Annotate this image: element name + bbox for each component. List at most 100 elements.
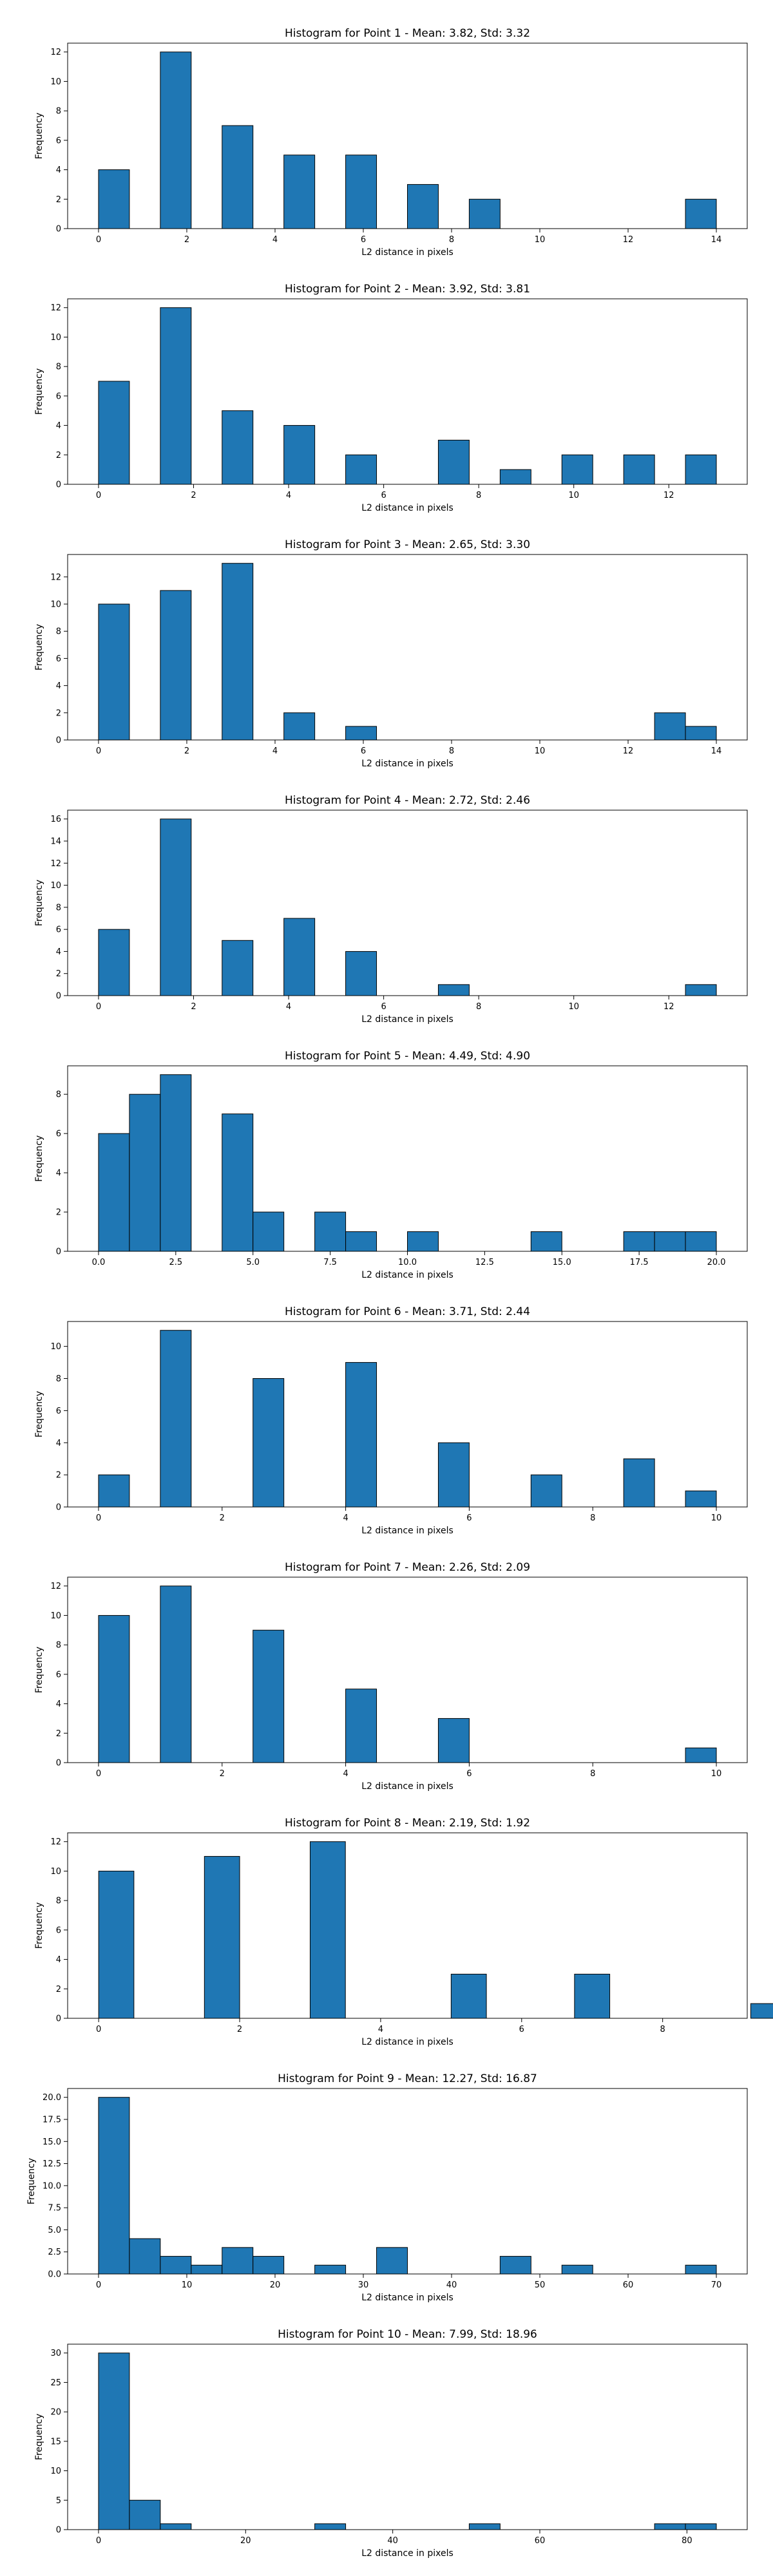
plot-frame (67, 1577, 748, 1763)
histogram-bar (450, 1973, 487, 2019)
x-tick-label: 10 (568, 491, 579, 500)
histogram-bar (345, 454, 377, 485)
x-axis-label: L2 distance in pixels (361, 2293, 453, 2303)
x-axis-label: L2 distance in pixels (361, 759, 453, 769)
histogram-panel-5: Histogram for Point 5 - Mean: 4.49, Std:… (34, 1050, 748, 1280)
histogram-bar (283, 918, 316, 996)
histogram-bar (685, 2264, 717, 2275)
histogram-panel-10: Histogram for Point 10 - Mean: 7.99, Std… (34, 2328, 748, 2559)
chart-title: Histogram for Point 8 - Mean: 2.19, Std:… (285, 1817, 530, 1830)
y-tick-label: 0.0 (48, 2270, 61, 2280)
x-tick-label: 2 (220, 1769, 225, 1779)
histogram-bar (253, 2256, 285, 2275)
histogram-panel-8: Histogram for Point 8 - Mean: 2.19, Std:… (34, 1817, 773, 2047)
plot-frame (67, 2088, 748, 2275)
histogram-bar (160, 1074, 192, 1252)
y-tick-label: 8 (56, 903, 61, 913)
y-tick-label: 12 (50, 1582, 61, 1591)
histogram-bar (160, 307, 192, 485)
y-tick-label: 16 (50, 815, 61, 824)
histogram-bar (437, 439, 470, 485)
chart-title: Histogram for Point 1 - Mean: 3.82, Std:… (285, 27, 530, 40)
x-tick-label: 4 (286, 491, 291, 500)
x-tick-label: 0 (96, 2536, 101, 2546)
x-tick-label: 20 (270, 2280, 281, 2290)
histogram-bar (222, 940, 254, 996)
histogram-bar (530, 1474, 562, 1508)
histogram-bar (561, 2264, 593, 2275)
histogram-bar (499, 469, 531, 485)
histogram-bar (685, 1490, 717, 1508)
y-tick-label: 0 (56, 480, 61, 490)
histogram-bar (685, 454, 717, 485)
histogram-panel-4: Histogram for Point 4 - Mean: 2.72, Std:… (34, 794, 748, 1025)
y-tick-label: 2 (56, 1985, 61, 1994)
y-tick-label: 12 (50, 573, 61, 582)
y-tick-label: 0 (56, 736, 61, 746)
y-tick-label: 2 (56, 969, 61, 979)
histogram-bar (160, 1586, 192, 1763)
y-tick-label: 6 (56, 1130, 61, 1139)
y-tick-label: 2 (56, 1729, 61, 1739)
plot-frame (67, 43, 748, 229)
x-tick-label: 0 (96, 2025, 101, 2034)
y-tick-label: 2 (56, 708, 61, 718)
y-tick-label: 30 (50, 2349, 61, 2358)
histogram-bar (314, 2523, 347, 2530)
y-axis-label: Frequency (34, 880, 44, 926)
x-tick-label: 20 (240, 2536, 251, 2546)
histogram-bar (345, 726, 377, 741)
y-tick-label: 2 (56, 195, 61, 205)
y-tick-label: 8 (56, 363, 61, 372)
x-tick-label: 12 (663, 491, 674, 500)
x-tick-label: 8 (660, 2025, 665, 2034)
histogram-bar (98, 929, 130, 996)
histogram-bar (685, 984, 717, 996)
x-tick-label: 6 (361, 235, 366, 245)
histogram-bar (222, 2247, 254, 2275)
x-tick-label: 50 (535, 2280, 546, 2290)
x-tick-label: 0 (96, 1513, 101, 1523)
x-tick-label: 30 (358, 2280, 369, 2290)
y-tick-label: 25 (50, 2378, 61, 2388)
y-axis-label: Frequency (34, 1647, 44, 1693)
x-tick-label: 60 (623, 2280, 634, 2290)
x-tick-label: 0 (96, 746, 101, 756)
x-tick-label: 15.0 (553, 1258, 571, 1267)
histogram-bar (623, 1231, 655, 1252)
y-tick-label: 14 (50, 837, 61, 847)
y-tick-label: 0 (56, 2526, 61, 2535)
histogram-bar (407, 184, 439, 229)
x-tick-label: 80 (682, 2536, 692, 2546)
histogram-bar (98, 169, 130, 229)
x-tick-label: 12.5 (475, 1258, 494, 1267)
x-tick-label: 2 (237, 2025, 242, 2034)
x-tick-label: 4 (272, 235, 278, 245)
plot-frame (67, 810, 748, 996)
x-tick-label: 2 (220, 1513, 225, 1523)
y-tick-label: 15 (50, 2437, 61, 2447)
y-axis-label: Frequency (34, 1391, 44, 1437)
y-tick-label: 6 (56, 654, 61, 664)
x-tick-label: 8 (590, 1769, 595, 1779)
y-tick-label: 2 (56, 451, 61, 460)
y-axis-label: Frequency (26, 2158, 37, 2204)
histogram-bar (685, 726, 717, 741)
histogram-bar (222, 1113, 254, 1252)
histogram-bar (345, 155, 377, 229)
y-tick-label: 4 (56, 681, 61, 691)
x-tick-label: 2 (184, 235, 189, 245)
histogram-bar (98, 1474, 130, 1508)
histogram-bar (160, 52, 192, 229)
x-tick-label: 70 (711, 2280, 722, 2290)
y-tick-label: 12 (50, 1837, 61, 1847)
x-tick-label: 4 (272, 746, 278, 756)
histogram-bar (129, 2238, 161, 2275)
x-tick-label: 17.5 (630, 1258, 649, 1267)
y-tick-label: 2 (56, 1471, 61, 1481)
x-axis-label: L2 distance in pixels (361, 1270, 453, 1280)
x-axis-label: L2 distance in pixels (361, 247, 453, 258)
x-tick-label: 6 (466, 1769, 472, 1779)
histogram-bar (283, 155, 316, 229)
x-tick-label: 4 (343, 1769, 348, 1779)
